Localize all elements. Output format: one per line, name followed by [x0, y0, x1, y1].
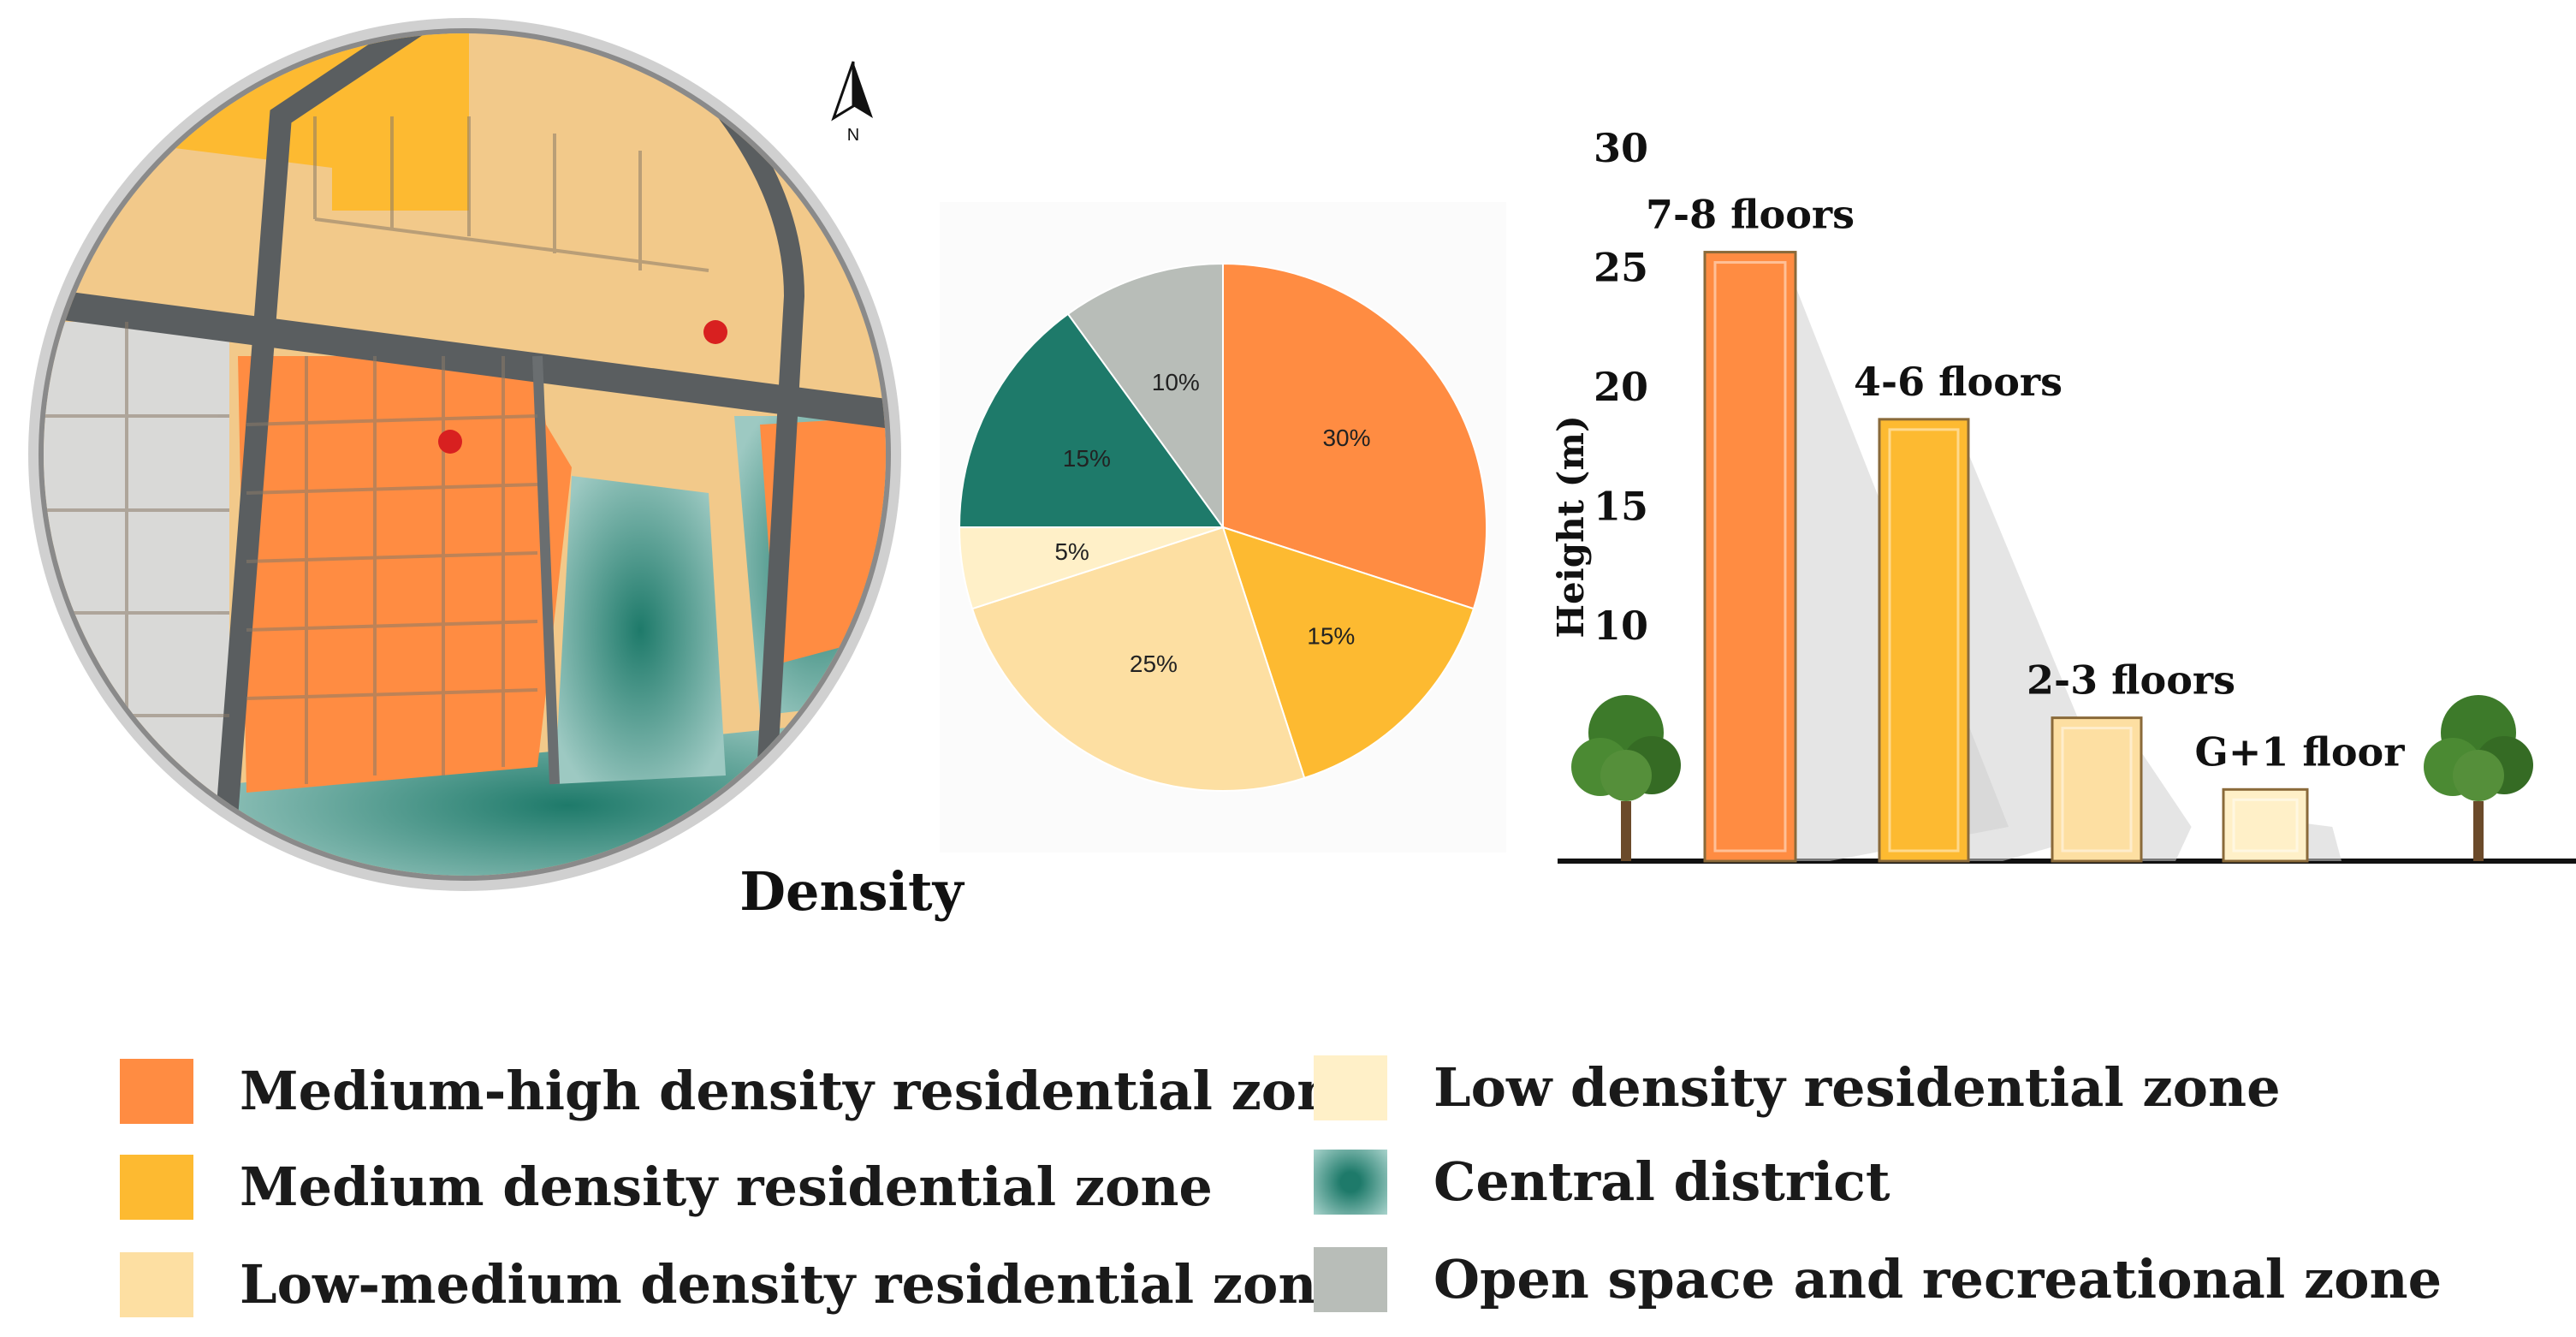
legend: Medium-high density residential zone Med… [120, 1049, 2516, 1331]
y-tick-15: 15 [1594, 484, 1648, 530]
north-label: N [847, 126, 859, 144]
north-arrow: N [823, 58, 883, 145]
map-zone-central-mid [555, 476, 726, 784]
map-road-main [44, 286, 886, 431]
zoning-map-graphic [28, 18, 901, 891]
pie-slice-2 [1221, 526, 1475, 780]
bar-label-2: 4-6 floors [1854, 359, 2063, 405]
legend-swatch-low [1314, 1055, 1387, 1120]
legend-swatch-medium [120, 1155, 193, 1220]
bar-label-4: G+1 floor [2195, 728, 2406, 775]
map-marker-1 [703, 320, 727, 344]
legend-swatch-open-space [1314, 1247, 1387, 1312]
pie-label-4: 5% [1054, 538, 1089, 565]
pie-slice-6 [1066, 262, 1224, 531]
pie-label-3: 25% [1130, 651, 1178, 677]
y-tick-20: 20 [1594, 364, 1648, 410]
north-arrow-icon: N [831, 61, 873, 145]
legend-swatch-medium-high [120, 1059, 193, 1124]
pie-label-1: 30% [1322, 425, 1370, 451]
legend-label-low-medium: Low-medium density residential zone [240, 1253, 1350, 1316]
bar-bevel-3 [2061, 727, 2133, 853]
legend-label-low: Low density residential zone [1433, 1056, 2281, 1119]
bar-shadow-4 [2307, 823, 2342, 861]
pie-label-2: 15% [1307, 622, 1355, 649]
legend-label-open-space: Open space and recreational zone [1433, 1248, 2442, 1310]
density-pie-chart: 30% 15% 25% 5% 15% 10% [940, 202, 1506, 853]
bar-bevel-4 [2232, 798, 2299, 853]
pie-slice-5 [958, 312, 1225, 528]
legend-label-medium-high: Medium-high density residential zone [240, 1060, 1369, 1122]
zoning-map [24, 14, 905, 895]
legend-label-central: Central district [1433, 1150, 1890, 1213]
y-tick-30: 30 [1594, 125, 1648, 171]
legend-swatch-low-medium [120, 1252, 193, 1317]
bar-4 [2222, 787, 2309, 863]
map-marker-2 [438, 430, 462, 454]
bar-3 [2051, 716, 2143, 863]
density-pie-svg: 30% 15% 25% 5% 15% 10% [940, 202, 1506, 853]
map-road-inner [532, 355, 560, 785]
y-axis-label: Height (m) [1550, 415, 1592, 638]
bar-2 [1878, 418, 1970, 863]
map-zone-medium-high [238, 356, 572, 793]
legend-swatch-central [1314, 1150, 1387, 1215]
tree-right-icon [2424, 695, 2533, 861]
map-blocks [44, 116, 709, 876]
y-tick-10: 10 [1594, 603, 1648, 649]
pie-label-5: 15% [1063, 445, 1111, 472]
bar-shadow-3 [2141, 752, 2192, 861]
map-road-west [210, 33, 442, 876]
bar-label-3: 2-3 floors [2027, 657, 2235, 704]
pie-label-6: 10% [1152, 369, 1200, 395]
pie-slice-1 [1222, 262, 1487, 610]
y-tick-25: 25 [1594, 245, 1648, 291]
tree-left-icon [1571, 695, 1681, 861]
bar-1 [1703, 251, 1797, 863]
density-caption: Density [739, 860, 964, 923]
pie-slice-3 [970, 526, 1306, 792]
bar-bevel-1 [1713, 261, 1787, 853]
bar-label-1: 7-8 floors [1646, 192, 1855, 238]
legend-label-medium: Medium density residential zone [240, 1156, 1213, 1218]
bar-bevel-2 [1888, 428, 1960, 853]
